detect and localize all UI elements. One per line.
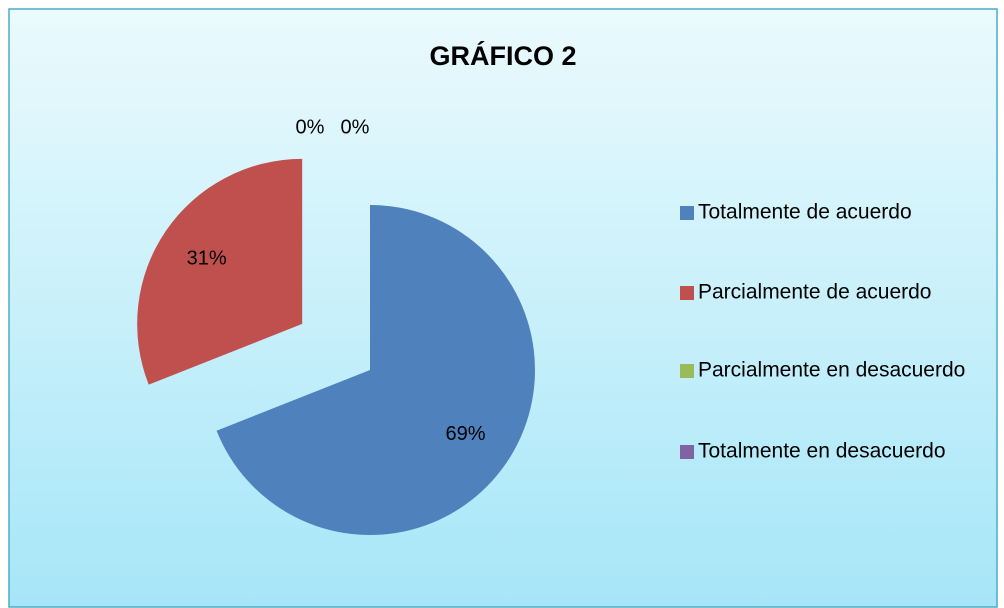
legend-label: Parcialmente de acuerdo [698, 281, 931, 304]
data-label: 69% [446, 423, 486, 445]
data-label: 31% [187, 247, 227, 269]
data-label: 0% [296, 116, 325, 138]
chart-title: GRÁFICO 2 [429, 40, 576, 71]
pie-slice [137, 158, 303, 385]
legend-label: Parcialmente en desacuerdo [698, 359, 965, 382]
data-label: 0% [341, 116, 370, 138]
legend-swatch [680, 445, 694, 459]
legend-swatch [680, 206, 694, 220]
legend-swatch [680, 286, 694, 300]
pie-slice [216, 205, 535, 535]
legend-swatch [680, 364, 694, 378]
legend-label: Totalmente en desacuerdo [698, 440, 946, 463]
legend-label: Totalmente de acuerdo [698, 201, 912, 224]
